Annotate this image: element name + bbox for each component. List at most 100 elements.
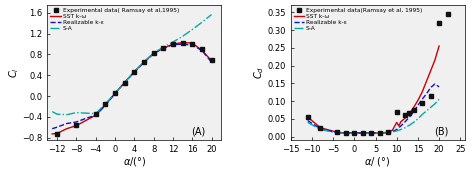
SST k-ω <box>64 128 70 130</box>
Experimental data( Ramsay et al,1995) <box>209 59 214 61</box>
Text: (A): (A) <box>191 127 206 137</box>
Experimental data(Ramsay et al, 1995) <box>335 131 340 133</box>
Experimental data( Ramsay et al,1995) <box>141 61 147 63</box>
S-A <box>424 110 429 112</box>
Experimental data( Ramsay et al,1995) <box>170 43 176 45</box>
SST k-ω <box>209 60 214 62</box>
SST k-ω <box>190 42 195 44</box>
Experimental data( Ramsay et al,1995) <box>102 103 108 105</box>
Experimental data(Ramsay et al, 1995) <box>411 109 417 111</box>
Realizable k-ε <box>112 92 118 94</box>
SST k-ω <box>305 116 310 118</box>
S-A <box>102 103 108 105</box>
S-A <box>141 61 147 63</box>
SST k-ω <box>170 43 176 45</box>
Realizable k-ε <box>170 44 176 46</box>
S-A <box>360 132 365 134</box>
SST k-ω <box>394 121 400 123</box>
Realizable k-ε <box>385 132 391 134</box>
S-A <box>199 21 205 23</box>
S-A <box>402 127 408 129</box>
S-A <box>385 132 391 134</box>
SST k-ω <box>122 81 128 84</box>
X-axis label: $\alpha$/(°): $\alpha$/(°) <box>123 155 146 168</box>
Realizable k-ε <box>419 98 425 100</box>
Experimental data( Ramsay et al,1995) <box>190 43 195 45</box>
SST k-ω <box>402 117 408 119</box>
SST k-ω <box>385 131 391 133</box>
Line: Experimental data( Ramsay et al,1995): Experimental data( Ramsay et al,1995) <box>55 42 213 135</box>
SST k-ω <box>131 71 137 73</box>
SST k-ω <box>396 125 401 127</box>
Legend: Experimental data( Ramsay et al,1995), SST k-ω, Realizable k-ε, S-A: Experimental data( Ramsay et al,1995), S… <box>49 7 180 32</box>
Realizable k-ε <box>368 132 374 134</box>
Realizable k-ε <box>360 132 365 134</box>
Realizable k-ε <box>305 120 310 122</box>
S-A <box>368 132 374 134</box>
Experimental data(Ramsay et al, 1995) <box>368 132 374 134</box>
Realizable k-ε <box>411 111 417 113</box>
SST k-ω <box>415 99 421 101</box>
SST k-ω <box>428 70 433 72</box>
SST k-ω <box>102 104 108 106</box>
Realizable k-ε <box>83 117 89 119</box>
S-A <box>351 132 357 134</box>
SST k-ω <box>180 42 185 44</box>
Experimental data( Ramsay et al,1995) <box>54 133 60 135</box>
Realizable k-ε <box>394 128 400 130</box>
Realizable k-ε <box>131 71 137 73</box>
S-A <box>190 29 195 31</box>
Line: Realizable k-ε: Realizable k-ε <box>52 44 211 129</box>
S-A <box>73 112 79 114</box>
Experimental data(Ramsay et al, 1995) <box>436 22 442 24</box>
Realizable k-ε <box>49 128 55 130</box>
S-A <box>377 132 383 134</box>
Realizable k-ε <box>64 122 70 125</box>
Realizable k-ε <box>180 43 185 45</box>
S-A <box>122 81 128 84</box>
Legend: Experimental data(Ramsay et al, 1995), SST k-ω, Realizable k-ε, S-A: Experimental data(Ramsay et al, 1995), S… <box>292 7 423 32</box>
S-A <box>151 52 156 54</box>
Realizable k-ε <box>102 104 108 106</box>
S-A <box>415 118 421 120</box>
S-A <box>93 113 99 115</box>
Realizable k-ε <box>93 114 99 116</box>
Realizable k-ε <box>343 132 349 134</box>
SST k-ω <box>73 125 79 127</box>
Experimental data(Ramsay et al, 1995) <box>351 132 357 134</box>
Realizable k-ε <box>160 47 166 49</box>
S-A <box>112 92 118 94</box>
Experimental data(Ramsay et al, 1995) <box>305 116 310 118</box>
Experimental data( Ramsay et al,1995) <box>131 71 137 73</box>
Experimental data(Ramsay et al, 1995) <box>407 112 412 115</box>
Experimental data( Ramsay et al,1995) <box>73 124 79 126</box>
SST k-ω <box>419 91 425 93</box>
X-axis label: $\alpha$/ (°): $\alpha$/ (°) <box>365 155 391 168</box>
Line: Experimental data(Ramsay et al, 1995): Experimental data(Ramsay et al, 1995) <box>306 12 449 135</box>
Realizable k-ε <box>407 116 412 118</box>
S-A <box>305 121 310 123</box>
Y-axis label: $C_d$: $C_d$ <box>252 66 266 79</box>
Experimental data(Ramsay et al, 1995) <box>394 111 400 113</box>
S-A <box>394 130 400 132</box>
Realizable k-ε <box>190 44 195 46</box>
Line: SST k-ω: SST k-ω <box>308 46 439 133</box>
Y-axis label: $C_l$: $C_l$ <box>7 67 21 78</box>
Realizable k-ε <box>432 83 438 85</box>
S-A <box>318 128 323 130</box>
S-A <box>411 121 417 123</box>
Realizable k-ε <box>151 52 156 54</box>
S-A <box>209 13 214 16</box>
Realizable k-ε <box>199 49 205 51</box>
SST k-ω <box>151 52 156 54</box>
SST k-ω <box>390 129 395 131</box>
Experimental data(Ramsay et al, 1995) <box>428 95 433 97</box>
SST k-ω <box>93 114 99 116</box>
S-A <box>335 132 340 134</box>
Line: SST k-ω: SST k-ω <box>52 43 211 134</box>
Experimental data( Ramsay et al,1995) <box>151 52 156 54</box>
Realizable k-ε <box>415 104 421 106</box>
Realizable k-ε <box>54 126 60 128</box>
Experimental data( Ramsay et al,1995) <box>122 82 128 84</box>
SST k-ω <box>335 131 340 133</box>
